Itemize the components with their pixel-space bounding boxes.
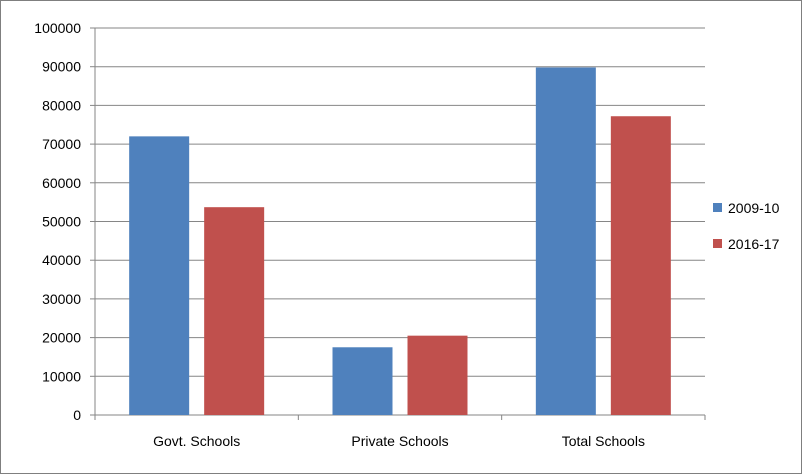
axes: [90, 27, 706, 420]
legend-swatch: [713, 203, 722, 212]
y-tick-label: 20000: [42, 330, 81, 346]
y-tick-label: 90000: [42, 59, 81, 75]
x-tick-label: Govt. Schools: [153, 433, 240, 449]
y-tick-label: 50000: [42, 214, 81, 230]
bar: [407, 335, 468, 415]
bar: [332, 347, 393, 415]
y-tick-label: 60000: [42, 175, 81, 191]
y-tick-label: 0: [73, 407, 81, 423]
x-tick-label: Total Schools: [562, 433, 645, 449]
legend-label: 2009-10: [728, 200, 780, 216]
x-tick-label: Private Schools: [351, 433, 448, 449]
legend: 2009-10 2016-17: [713, 200, 780, 252]
y-tick-label: 100000: [34, 20, 81, 36]
legend-label: 2016-17: [728, 236, 780, 252]
bar: [204, 207, 265, 415]
bar: [610, 116, 671, 416]
y-tick-label: 30000: [42, 291, 81, 307]
bar: [129, 136, 190, 416]
y-tick-label: 70000: [42, 136, 81, 152]
bar: [535, 67, 596, 415]
legend-swatch: [713, 239, 722, 248]
gridlines: [95, 27, 705, 377]
tick-labels: 0 10000 20000 30000 40000 50000 60000 70000 8000…: [34, 20, 645, 449]
y-tick-label: 80000: [42, 97, 81, 113]
y-tick-label: 10000: [42, 368, 81, 384]
bars: [129, 67, 671, 416]
y-tick-label: 40000: [42, 252, 81, 268]
